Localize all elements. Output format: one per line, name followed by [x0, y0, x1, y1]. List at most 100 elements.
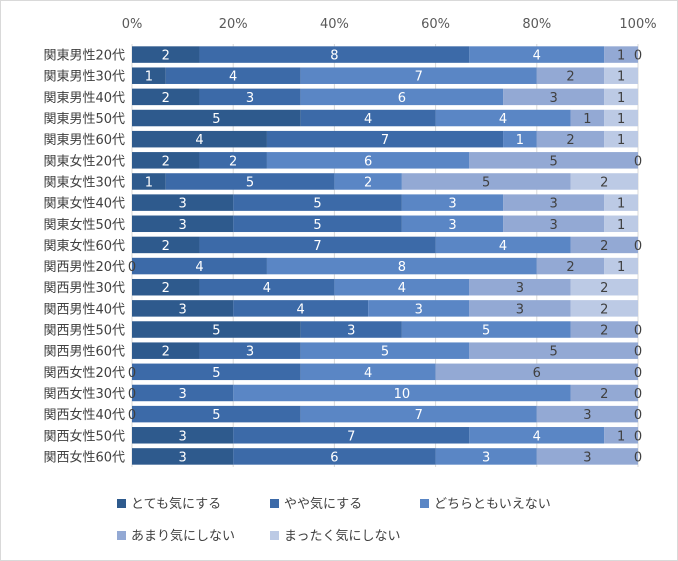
- data-label: 3: [415, 302, 423, 317]
- data-label: 1: [583, 112, 591, 127]
- x-tick-label: 40%: [320, 17, 349, 32]
- bar-segment: [435, 109, 571, 127]
- bar-segment: [401, 215, 504, 233]
- data-label: 3: [178, 197, 186, 212]
- bar-segment: [368, 300, 470, 317]
- bar-segment: [132, 427, 234, 444]
- bar-segment: [469, 427, 605, 444]
- bar-segment: [132, 109, 301, 127]
- data-label: 2: [600, 302, 608, 317]
- category-label: 関東女性30代: [43, 174, 125, 190]
- bar-segment: [199, 88, 301, 106]
- data-label: 0: [128, 260, 136, 275]
- data-label: 7: [415, 408, 423, 423]
- data-label: 2: [600, 239, 608, 254]
- legend-swatch: [117, 531, 126, 540]
- data-label: 3: [178, 429, 186, 444]
- data-label: 3: [347, 324, 355, 339]
- data-label: 3: [583, 408, 591, 423]
- data-label: 5: [381, 345, 389, 360]
- data-label: 4: [533, 49, 541, 64]
- bar-segment: [570, 300, 638, 317]
- data-label: 1: [617, 218, 625, 233]
- category-label: 関西女性50代: [43, 428, 125, 444]
- data-label: 1: [617, 112, 625, 127]
- legend-swatch: [420, 499, 429, 508]
- legend-label: どちらともいえない: [434, 497, 551, 512]
- data-label: 7: [347, 429, 355, 444]
- bar-segment: [132, 152, 200, 169]
- bar-segment: [233, 194, 402, 211]
- data-label: 0: [634, 429, 642, 444]
- data-label: 5: [212, 112, 220, 127]
- category-label: 関西女性60代: [43, 449, 125, 465]
- x-tick-label: 100%: [619, 17, 656, 32]
- data-label: 1: [617, 197, 625, 212]
- data-label: 0: [634, 387, 642, 402]
- data-label: 2: [162, 154, 170, 169]
- category-label: 関東女性40代: [43, 196, 125, 212]
- legend-label: あまり気にしない: [131, 528, 235, 544]
- bar-segment: [536, 130, 605, 148]
- bar-segment: [300, 88, 504, 106]
- data-label: 3: [178, 218, 186, 233]
- data-label: 0: [634, 324, 642, 339]
- bar-segment: [334, 278, 470, 296]
- legend-label: とても気にする: [131, 496, 221, 512]
- bar-segment: [536, 448, 638, 465]
- data-label: 5: [212, 324, 220, 339]
- data-label: 6: [533, 366, 541, 381]
- bar-segment: [199, 236, 436, 254]
- bar-segment: [132, 130, 267, 148]
- bar-segment: [165, 173, 335, 190]
- data-label: 4: [533, 429, 541, 444]
- data-label: 2: [600, 175, 608, 190]
- bar-segment: [300, 405, 537, 423]
- data-label: 6: [398, 91, 406, 106]
- x-axis-tick-labels: 0% 20% 40% 60% 80% 100%: [122, 17, 657, 32]
- data-label: 3: [178, 450, 186, 465]
- bar-segment: [199, 46, 470, 63]
- bar-segment: [132, 257, 267, 275]
- data-label: 3: [550, 197, 558, 212]
- data-label: 3: [516, 302, 524, 317]
- category-label: 関西女性30代: [43, 386, 125, 402]
- data-label: 6: [364, 154, 372, 169]
- bar-segment: [570, 173, 638, 190]
- data-label: 0: [634, 49, 642, 64]
- data-label: 2: [162, 49, 170, 64]
- bar-segment: [334, 173, 402, 190]
- bar-segment: [132, 173, 166, 190]
- data-label: 0: [634, 366, 642, 381]
- bar-segment: [233, 427, 470, 444]
- bar-segment: [604, 194, 638, 211]
- bar-segment: [266, 152, 470, 169]
- data-label: 7: [313, 239, 321, 254]
- bar-segment: [132, 342, 200, 359]
- bar-segment: [132, 300, 234, 317]
- bar-segment: [536, 67, 605, 84]
- bar-segment: [469, 152, 638, 169]
- category-label: 関西女性20代: [43, 365, 125, 381]
- bar-segment: [503, 215, 605, 233]
- legend-swatch: [270, 531, 279, 540]
- data-label: 6: [330, 450, 338, 465]
- data-label: 5: [313, 197, 321, 212]
- data-label: 1: [145, 175, 153, 190]
- bar-segment: [503, 88, 605, 106]
- data-label: 5: [313, 218, 321, 233]
- category-label: 関西男性20代: [43, 260, 125, 275]
- data-label: 1: [516, 133, 524, 148]
- data-label: 3: [246, 91, 254, 106]
- bar-segment: [536, 405, 638, 423]
- bar-segment: [300, 342, 470, 359]
- data-label: 2: [229, 154, 237, 169]
- bar-segment: [132, 236, 200, 254]
- data-label: 8: [398, 260, 406, 275]
- bar-segment: [469, 300, 571, 317]
- data-label: 2: [364, 175, 372, 190]
- bar-segment: [604, 88, 638, 106]
- category-label: 関東女性50代: [43, 217, 125, 233]
- data-label: 2: [566, 70, 574, 85]
